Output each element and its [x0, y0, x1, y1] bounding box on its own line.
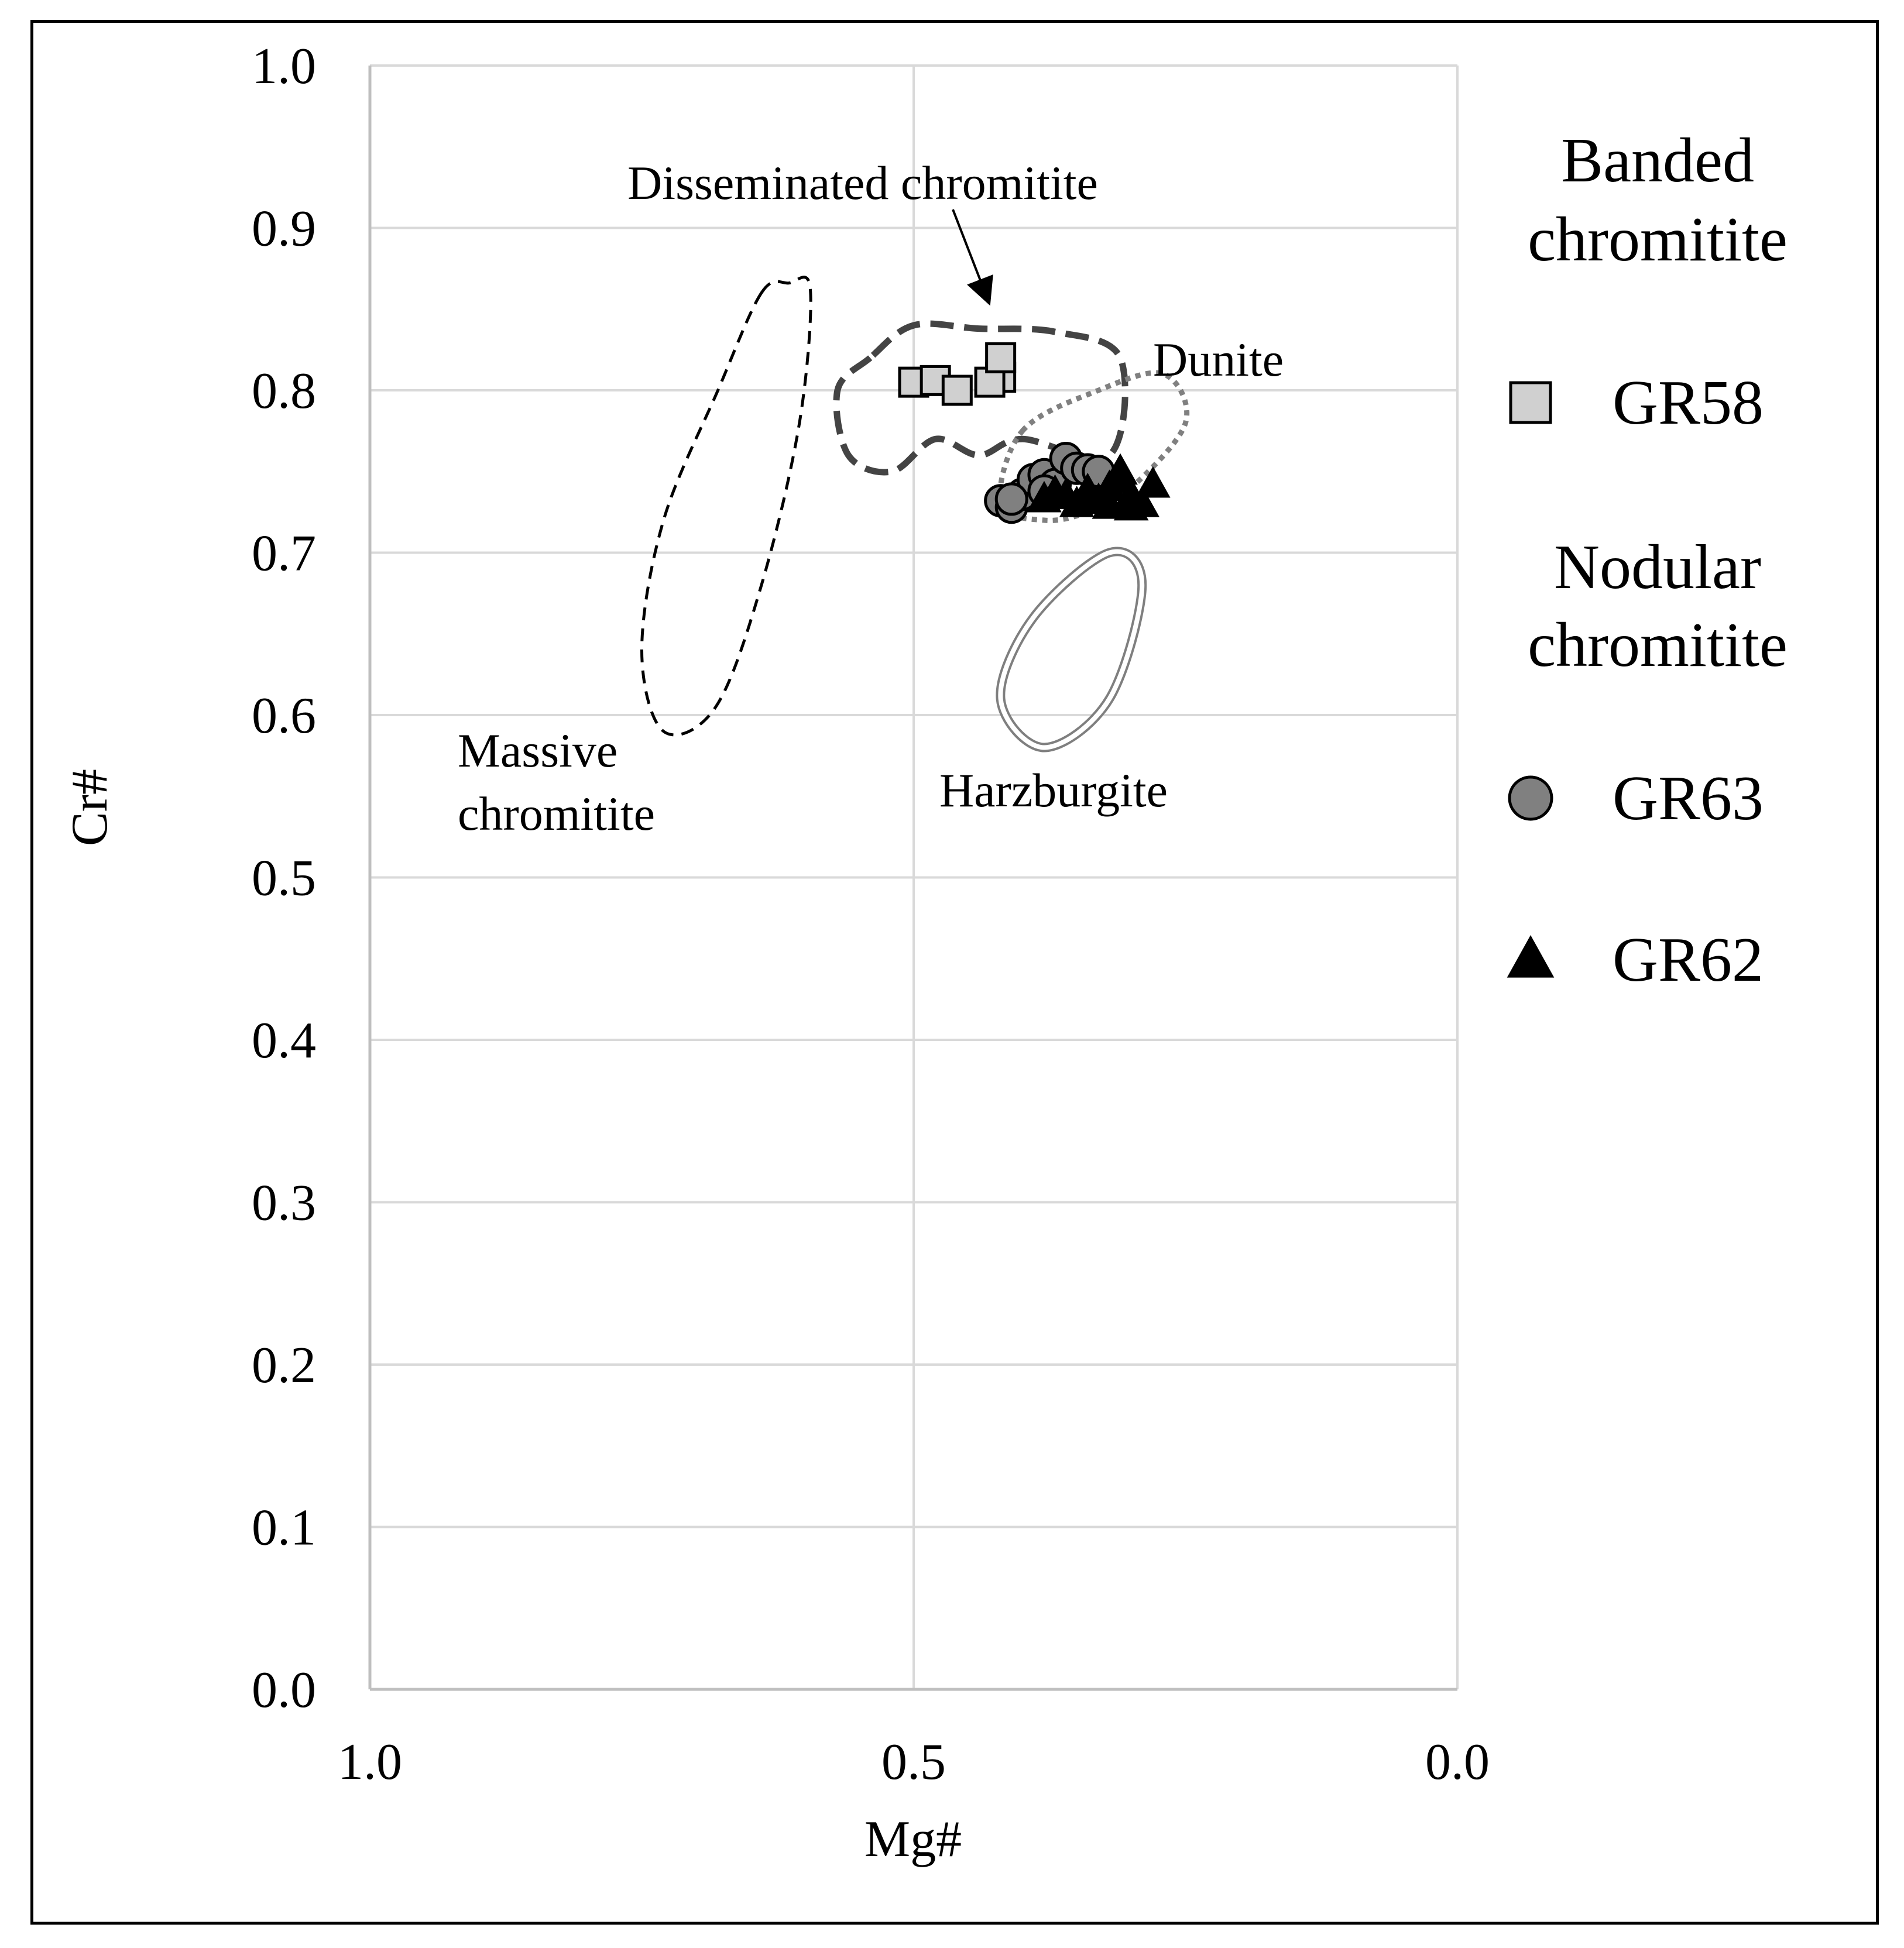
x-tick-label: 0.5: [881, 1734, 946, 1791]
classification-fields: [640, 276, 1190, 753]
legend-label-gr62: GR62: [1613, 925, 1764, 995]
point-gr62: [1113, 489, 1149, 521]
field-outline-massive-chromitite: [640, 276, 812, 737]
legend: Banded chromitite GR58 Nodular chromitite GR6…: [1507, 126, 1788, 995]
point-gr58: [941, 375, 973, 406]
legend-marker-gr62: [1507, 935, 1555, 978]
y-tick-label: 0.3: [252, 1175, 316, 1232]
legend-heading: Nodular: [1554, 532, 1761, 602]
labels: Mg# Cr# Massive chromitite Disseminated chro…: [61, 156, 1284, 1868]
axes: 0.0 0.1 0.2 0.3 0.4 0.5 0.6 0.7 0.8 0.9 1.0 1.0 0.5 0…: [252, 38, 1490, 1791]
legend-label-gr58: GR58: [1613, 368, 1764, 438]
legend-heading: chromitite: [1528, 610, 1788, 680]
annotation-arrow: [952, 209, 993, 306]
field-label-harzburgite: Harzburgite: [939, 764, 1168, 817]
y-tick-label: 0.7: [252, 525, 316, 582]
y-axis-title: Cr#: [61, 769, 118, 846]
field-outline-disseminated-chromitite: [833, 320, 1128, 476]
data-points: [898, 342, 1171, 524]
grid: [369, 64, 1459, 1691]
y-tick-label: 0.9: [252, 201, 316, 257]
y-tick-label: 0.6: [252, 688, 316, 744]
field-label-massive-chromitite: Massive: [458, 724, 617, 777]
point-gr58: [985, 342, 1017, 373]
point-gr63: [994, 482, 1028, 516]
y-tick-label: 0.0: [252, 1662, 316, 1719]
legend-heading: chromitite: [1528, 205, 1788, 274]
x-axis-title: Mg#: [864, 1811, 962, 1868]
y-tick-label: 0.1: [252, 1500, 316, 1557]
x-tick-label: 1.0: [338, 1734, 402, 1791]
field-outline-dunite: [997, 370, 1190, 523]
y-tick-label: 1.0: [252, 38, 316, 95]
legend-label-gr63: GR63: [1613, 764, 1764, 833]
field-label-disseminated-chromitite: Disseminated chromitite: [627, 156, 1098, 209]
legend-heading: Banded: [1561, 126, 1754, 195]
y-tick-label: 0.8: [252, 363, 316, 420]
legend-marker-gr58: [1509, 381, 1552, 424]
figure-frame: [30, 20, 1879, 1925]
legend-marker-gr63: [1508, 775, 1553, 821]
y-tick-label: 0.2: [252, 1337, 316, 1394]
point-gr62: [1103, 461, 1138, 493]
field-label-massive-chromitite: chromitite: [458, 787, 655, 840]
x-tick-label: 0.0: [1425, 1734, 1490, 1791]
point-gr62: [1135, 466, 1171, 498]
field-outline-harzburgite: [998, 549, 1145, 750]
field-label-dunite: Dunite: [1153, 333, 1284, 386]
y-tick-label: 0.5: [252, 850, 316, 907]
y-tick-label: 0.4: [252, 1012, 316, 1069]
